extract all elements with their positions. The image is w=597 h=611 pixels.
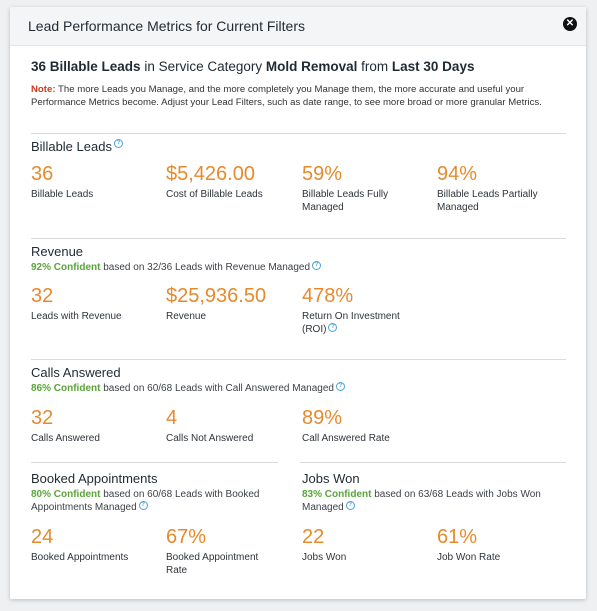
metric-label: Billable Leads Fully Managed	[302, 189, 389, 213]
note-body: The more Leads you Manage, and the more …	[31, 84, 542, 108]
metric-value: $25,936.50	[166, 285, 267, 307]
close-icon[interactable]: ✕	[563, 17, 577, 31]
help-icon[interactable]: ?	[328, 323, 338, 332]
confidence-label: 83% Confident	[302, 489, 372, 500]
metric-fully-managed: 59% Billable Leads Fully Managed	[302, 163, 422, 214]
metric-revenue: $25,936.50 Revenue	[166, 285, 294, 323]
metric-label: Booked Appointment Rate	[166, 552, 259, 576]
confidence-revenue: 92% Confident based on 32/36 Leads with …	[31, 261, 551, 274]
metric-appointment-rate: 67% Booked Appointment Rate	[166, 526, 276, 577]
confidence-basis: based on 63/68 Leads with Jobs Won Manag…	[302, 489, 541, 513]
metric-label: Calls Answered	[31, 433, 100, 444]
help-icon[interactable]: ?	[312, 261, 322, 270]
summary-mid2: from	[357, 59, 392, 74]
metric-value: 94%	[437, 163, 478, 185]
section-title-jobs: Jobs Won	[302, 471, 360, 486]
help-icon[interactable]: ?	[113, 139, 123, 148]
metric-calls-answered: 32 Calls Answered	[31, 407, 159, 445]
metric-value: 67%	[166, 526, 207, 548]
divider	[31, 462, 278, 463]
metric-label: Billable Leads	[31, 189, 94, 200]
confidence-calls: 86% Confident based on 60/68 Leads with …	[31, 382, 551, 395]
metric-job-won-rate: 61% Job Won Rate	[437, 526, 565, 564]
note-label: Note:	[31, 84, 56, 95]
metric-value: 36	[31, 163, 54, 185]
divider	[300, 462, 566, 463]
confidence-label: 92% Confident	[31, 262, 101, 273]
metric-value: 24	[31, 526, 54, 548]
summary-count: 36 Billable Leads	[31, 59, 141, 74]
modal-title: Lead Performance Metrics for Current Fil…	[28, 18, 305, 34]
confidence-jobs: 83% Confident based on 63/68 Leads with …	[302, 488, 557, 514]
metric-label: Billable Leads Partially Managed	[437, 189, 538, 213]
metric-booked-appointments: 24 Booked Appointments	[31, 526, 159, 564]
metric-label: Cost of Billable Leads	[166, 189, 263, 200]
summary-range: Last 30 Days	[391, 59, 475, 74]
metric-roi: 478% Return On Investment (ROI)?	[302, 285, 412, 336]
help-icon[interactable]: ?	[335, 382, 345, 391]
metric-label: Jobs Won	[302, 552, 347, 563]
metric-call-answered-rate: 89% Call Answered Rate	[302, 407, 430, 445]
metric-label: Calls Not Answered	[166, 433, 254, 444]
confidence-label: 86% Confident	[31, 383, 101, 394]
section-title-revenue: Revenue	[31, 244, 84, 259]
metric-value: 32	[31, 407, 54, 429]
metric-label: Job Won Rate	[437, 552, 501, 563]
metric-label: Call Answered Rate	[302, 433, 390, 444]
summary-mid1: in Service Category	[140, 59, 266, 74]
metric-calls-not-answered: 4 Calls Not Answered	[166, 407, 294, 445]
metric-label: Revenue	[166, 311, 207, 322]
section-title-appointments: Booked Appointments	[31, 471, 158, 486]
metric-value: 478%	[302, 285, 354, 307]
summary-line: 36 Billable Leads in Service Category Mo…	[31, 59, 474, 74]
metric-cost-billable: $5,426.00 Cost of Billable Leads	[166, 163, 294, 201]
metric-value: 61%	[437, 526, 478, 548]
metric-partially-managed: 94% Billable Leads Partially Managed	[437, 163, 557, 214]
summary-category: Mold Removal	[265, 59, 358, 74]
confidence-basis: based on 32/36 Leads with Revenue Manage…	[100, 262, 311, 273]
metric-jobs-won: 22 Jobs Won	[302, 526, 430, 564]
metrics-modal: Lead Performance Metrics for Current Fil…	[10, 7, 586, 599]
section-title-calls: Calls Answered	[31, 365, 121, 380]
metric-billable-leads: 36 Billable Leads	[31, 163, 159, 201]
divider	[31, 238, 566, 239]
confidence-appointments: 80% Confident based on 60/68 Leads with …	[31, 488, 271, 514]
modal-header: Lead Performance Metrics for Current Fil…	[10, 7, 586, 46]
metric-label: Booked Appointments	[31, 552, 129, 563]
metric-label: Return On Investment (ROI)?	[302, 311, 400, 335]
help-icon[interactable]: ?	[138, 501, 148, 510]
confidence-label: 80% Confident	[31, 489, 101, 500]
help-icon[interactable]: ?	[345, 501, 355, 510]
note-text: Note: The more Leads you Manage, and the…	[31, 83, 551, 109]
divider	[31, 359, 566, 360]
confidence-basis: based on 60/68 Leads with Call Answered …	[100, 383, 334, 394]
metric-label: Leads with Revenue	[31, 311, 122, 322]
confidence-basis: based on 60/68 Leads with Booked Appoint…	[31, 489, 260, 513]
metric-value: 32	[31, 285, 54, 307]
divider	[31, 133, 566, 134]
metric-value: 4	[166, 407, 178, 429]
section-title-billable: Billable Leads?	[31, 139, 123, 154]
metric-value: 89%	[302, 407, 343, 429]
metric-value: $5,426.00	[166, 163, 255, 185]
metric-value: 22	[302, 526, 325, 548]
metric-value: 59%	[302, 163, 343, 185]
metric-leads-with-revenue: 32 Leads with Revenue	[31, 285, 159, 323]
